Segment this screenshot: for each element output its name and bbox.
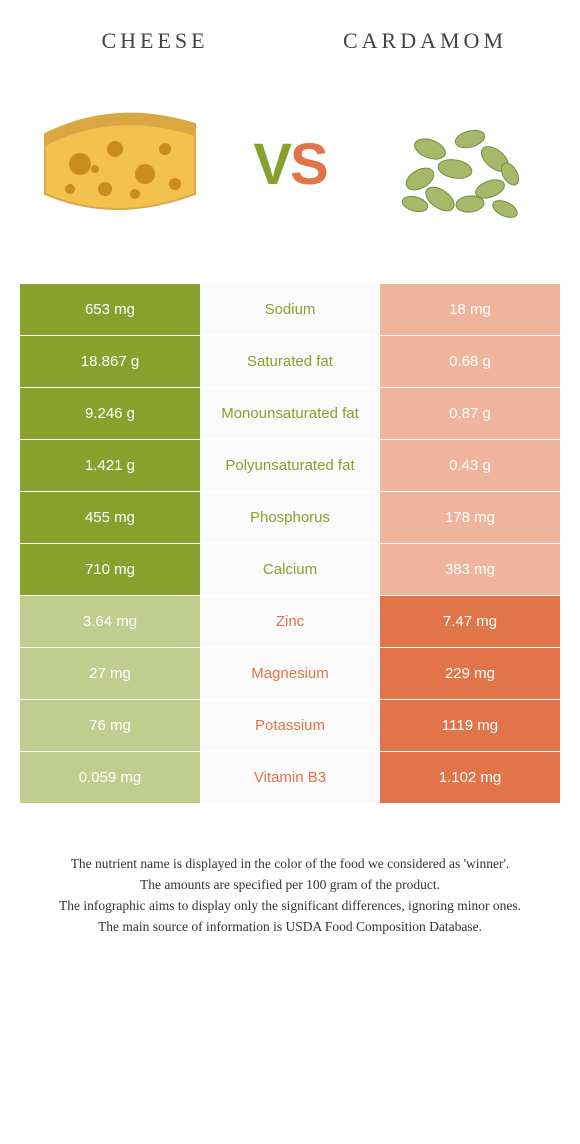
- right-value-cell: 18 mg: [380, 284, 560, 335]
- vs-s-letter: S: [290, 132, 327, 197]
- vs-v-letter: V: [253, 132, 290, 197]
- table-row: 653 mgSodium18 mg: [20, 284, 560, 336]
- footnote-line: The infographic aims to display only the…: [30, 896, 550, 917]
- left-value-cell: 27 mg: [20, 648, 200, 699]
- table-row: 3.64 mgZinc7.47 mg: [20, 596, 560, 648]
- left-value-cell: 653 mg: [20, 284, 200, 335]
- left-value-cell: 710 mg: [20, 544, 200, 595]
- table-row: 710 mgCalcium383 mg: [20, 544, 560, 596]
- right-food-title: CARDAMOM: [290, 28, 560, 54]
- right-value-cell: 1119 mg: [380, 700, 560, 751]
- left-value-cell: 455 mg: [20, 492, 200, 543]
- cheese-image: [30, 89, 210, 239]
- footnote-line: The nutrient name is displayed in the co…: [30, 854, 550, 875]
- cardamom-image: [370, 89, 550, 239]
- footnote-line: The main source of information is USDA F…: [30, 917, 550, 938]
- table-row: 76 mgPotassium1119 mg: [20, 700, 560, 752]
- right-value-cell: 7.47 mg: [380, 596, 560, 647]
- right-value-cell: 229 mg: [380, 648, 560, 699]
- nutrient-label-cell: Sodium: [200, 284, 380, 335]
- right-value-cell: 383 mg: [380, 544, 560, 595]
- right-value-cell: 1.102 mg: [380, 752, 560, 803]
- left-value-cell: 3.64 mg: [20, 596, 200, 647]
- nutrient-label-cell: Phosphorus: [200, 492, 380, 543]
- table-row: 9.246 gMonounsaturated fat0.87 g: [20, 388, 560, 440]
- nutrient-label-cell: Vitamin B3: [200, 752, 380, 803]
- nutrient-label-cell: Magnesium: [200, 648, 380, 699]
- left-value-cell: 76 mg: [20, 700, 200, 751]
- table-row: 1.421 gPolyunsaturated fat0.43 g: [20, 440, 560, 492]
- nutrient-label-cell: Polyunsaturated fat: [200, 440, 380, 491]
- nutrient-label-cell: Calcium: [200, 544, 380, 595]
- left-value-cell: 1.421 g: [20, 440, 200, 491]
- left-food-title: CHEESE: [20, 28, 290, 54]
- footnote-line: The amounts are specified per 100 gram o…: [30, 875, 550, 896]
- footnotes-block: The nutrient name is displayed in the co…: [0, 804, 580, 958]
- table-row: 455 mgPhosphorus178 mg: [20, 492, 560, 544]
- table-row: 18.867 gSaturated fat0.68 g: [20, 336, 560, 388]
- nutrient-label-cell: Zinc: [200, 596, 380, 647]
- nutrient-label-cell: Saturated fat: [200, 336, 380, 387]
- right-value-cell: 178 mg: [380, 492, 560, 543]
- right-value-cell: 0.43 g: [380, 440, 560, 491]
- right-value-cell: 0.87 g: [380, 388, 560, 439]
- vs-label: VS: [253, 131, 326, 198]
- left-value-cell: 9.246 g: [20, 388, 200, 439]
- left-value-cell: 0.059 mg: [20, 752, 200, 803]
- comparison-table: 653 mgSodium18 mg18.867 gSaturated fat0.…: [20, 284, 560, 804]
- table-row: 27 mgMagnesium229 mg: [20, 648, 560, 700]
- nutrient-label-cell: Potassium: [200, 700, 380, 751]
- nutrient-label-cell: Monounsaturated fat: [200, 388, 380, 439]
- header-titles: CHEESE CARDAMOM: [0, 0, 580, 64]
- right-value-cell: 0.68 g: [380, 336, 560, 387]
- left-value-cell: 18.867 g: [20, 336, 200, 387]
- table-row: 0.059 mgVitamin B31.102 mg: [20, 752, 560, 804]
- hero-section: VS: [0, 64, 580, 284]
